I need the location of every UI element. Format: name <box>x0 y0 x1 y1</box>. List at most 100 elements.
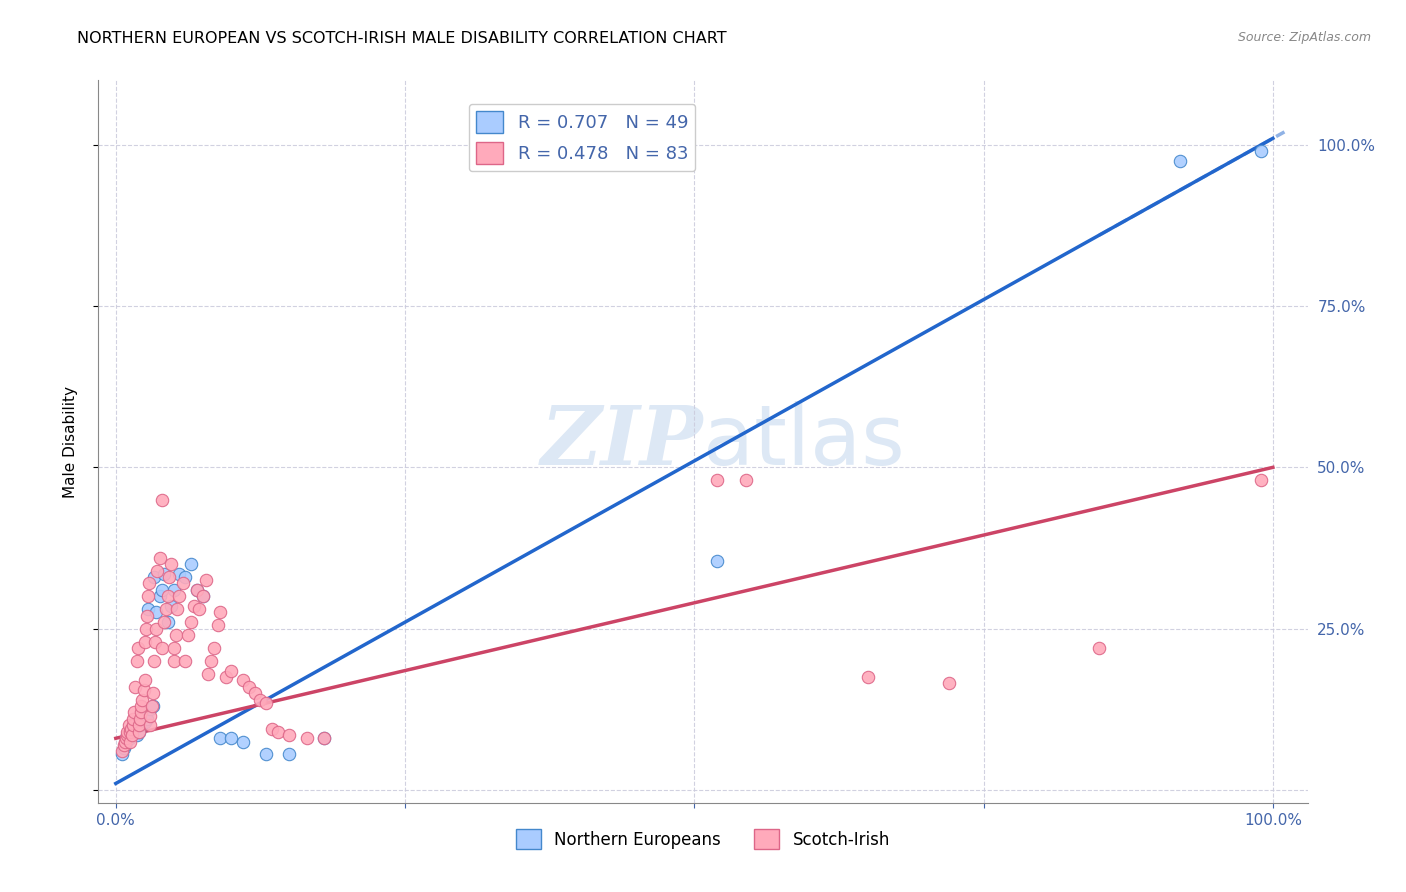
Point <box>312 731 335 746</box>
Point <box>146 564 169 578</box>
Point <box>131 706 153 720</box>
Point <box>110 747 132 762</box>
Point <box>143 654 166 668</box>
Point <box>142 699 165 714</box>
Point <box>1168 153 1191 168</box>
Point <box>142 686 165 700</box>
Point <box>1250 473 1272 487</box>
Point <box>180 557 202 571</box>
Point <box>149 590 172 604</box>
Point <box>162 640 184 655</box>
Point <box>706 473 728 487</box>
Point <box>121 728 143 742</box>
Point <box>124 680 146 694</box>
Point <box>188 602 211 616</box>
Point <box>150 492 173 507</box>
Point <box>117 728 139 742</box>
Point <box>129 699 152 714</box>
Point <box>706 554 728 568</box>
Point <box>166 602 188 616</box>
Point <box>186 582 208 597</box>
Point <box>134 673 156 688</box>
Point <box>197 666 219 681</box>
Point <box>267 724 290 739</box>
Point <box>128 718 150 732</box>
Point <box>160 557 183 571</box>
Point <box>162 582 184 597</box>
Point <box>124 706 146 720</box>
Point <box>183 599 205 613</box>
Point <box>117 718 139 732</box>
Point <box>114 734 136 748</box>
Point <box>155 602 177 616</box>
Point <box>118 724 141 739</box>
Point <box>200 654 222 668</box>
Point <box>134 708 156 723</box>
Text: ZIP: ZIP <box>540 401 703 482</box>
Point <box>169 566 191 581</box>
Point <box>129 718 152 732</box>
Point <box>136 602 159 616</box>
Point <box>117 731 139 746</box>
Point <box>131 692 153 706</box>
Point <box>134 715 156 730</box>
Text: NORTHERN EUROPEAN VS SCOTCH-IRISH MALE DISABILITY CORRELATION CHART: NORTHERN EUROPEAN VS SCOTCH-IRISH MALE D… <box>77 31 727 46</box>
Point <box>232 734 254 748</box>
Point <box>139 702 162 716</box>
Point <box>174 570 197 584</box>
Point <box>118 731 141 746</box>
Point <box>254 696 277 710</box>
Point <box>149 550 172 565</box>
Point <box>153 566 176 581</box>
Point <box>238 680 260 694</box>
Point <box>127 640 149 655</box>
Point <box>176 628 198 642</box>
Point <box>143 634 166 648</box>
Point <box>112 738 135 752</box>
Point <box>191 590 214 604</box>
Point <box>136 712 159 726</box>
Point <box>191 590 214 604</box>
Point <box>136 590 159 604</box>
Point <box>134 634 156 648</box>
Point <box>141 699 163 714</box>
Point <box>162 654 184 668</box>
Point <box>125 728 148 742</box>
Point <box>122 722 145 736</box>
Point <box>118 724 141 739</box>
Point <box>232 673 254 688</box>
Point <box>153 615 176 630</box>
Point <box>117 728 139 742</box>
Point <box>1088 640 1111 655</box>
Point <box>143 570 166 584</box>
Point <box>138 576 160 591</box>
Point <box>278 747 301 762</box>
Point <box>186 582 208 597</box>
Legend: Northern Europeans, Scotch-Irish: Northern Europeans, Scotch-Irish <box>509 822 897 856</box>
Point <box>122 718 145 732</box>
Point <box>115 734 138 748</box>
Point <box>129 712 152 726</box>
Point <box>125 654 148 668</box>
Point <box>156 615 179 630</box>
Point <box>207 618 229 632</box>
Point <box>174 654 197 668</box>
Point <box>260 722 283 736</box>
Point <box>249 692 271 706</box>
Point <box>117 724 139 739</box>
Point <box>128 724 150 739</box>
Point <box>135 622 157 636</box>
Y-axis label: Male Disability: Male Disability <box>63 385 77 498</box>
Point <box>139 718 162 732</box>
Point <box>856 670 879 684</box>
Point <box>208 606 231 620</box>
Point <box>221 731 243 746</box>
Point <box>129 712 152 726</box>
Point <box>122 724 145 739</box>
Point <box>120 722 142 736</box>
Point <box>165 628 187 642</box>
Point <box>128 724 150 739</box>
Text: atlas: atlas <box>703 401 904 482</box>
Point <box>278 728 301 742</box>
Point <box>115 731 138 746</box>
